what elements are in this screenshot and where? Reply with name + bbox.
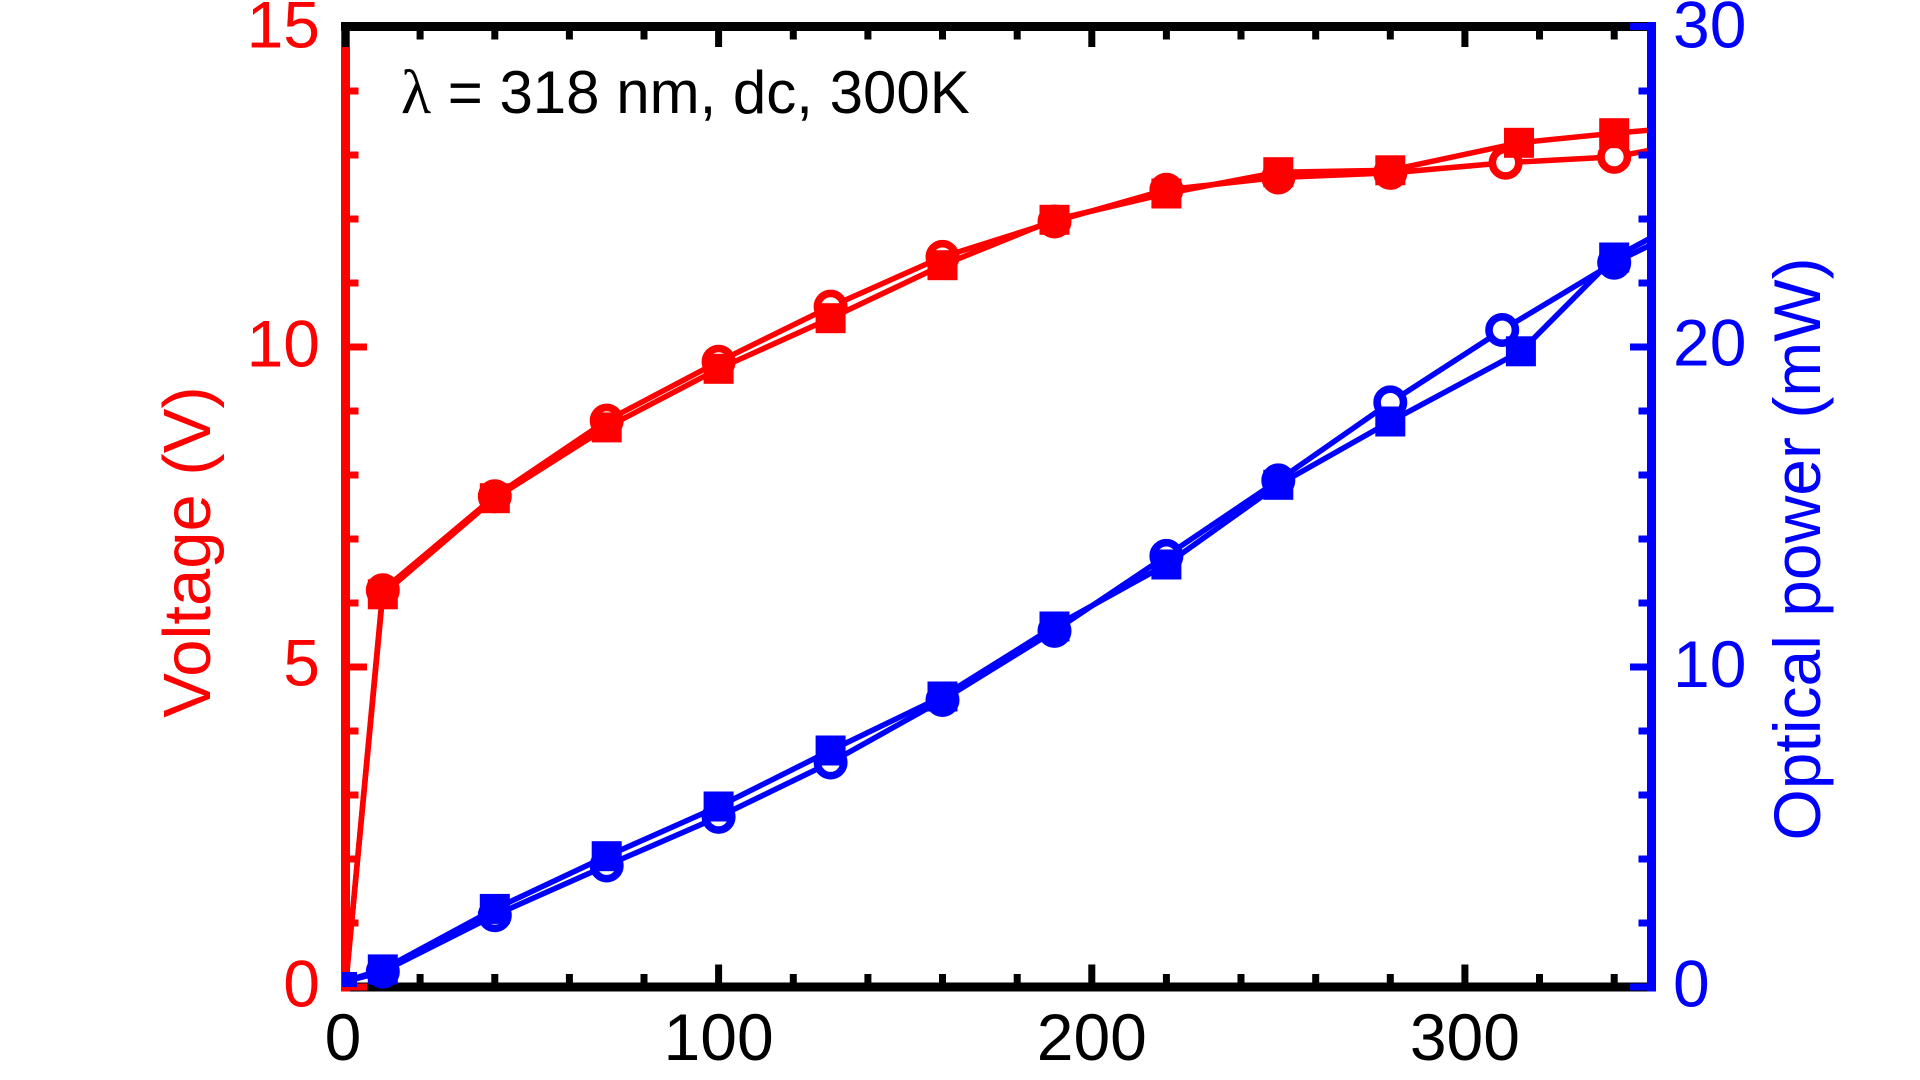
svg-text:20: 20 [1673,306,1746,380]
svg-text:300: 300 [1410,1000,1520,1074]
svg-text:15: 15 [247,0,320,62]
svg-text:0: 0 [1673,947,1710,1021]
svg-text:100: 100 [664,1000,774,1074]
svg-text:10: 10 [247,307,320,381]
svg-text:200: 200 [1037,1000,1147,1074]
svg-text:10: 10 [1673,627,1746,701]
svg-text:Voltage (V): Voltage (V) [150,386,225,717]
svg-text:30: 30 [1673,0,1746,62]
svg-text:λ = 318 nm, dc, 300K: λ = 318 nm, dc, 300K [401,59,970,127]
svg-text:5: 5 [283,626,320,700]
svg-text:0: 0 [283,947,320,1021]
svg-text:0: 0 [325,1000,362,1074]
svg-text:Optical power (mW): Optical power (mW) [1760,257,1834,840]
